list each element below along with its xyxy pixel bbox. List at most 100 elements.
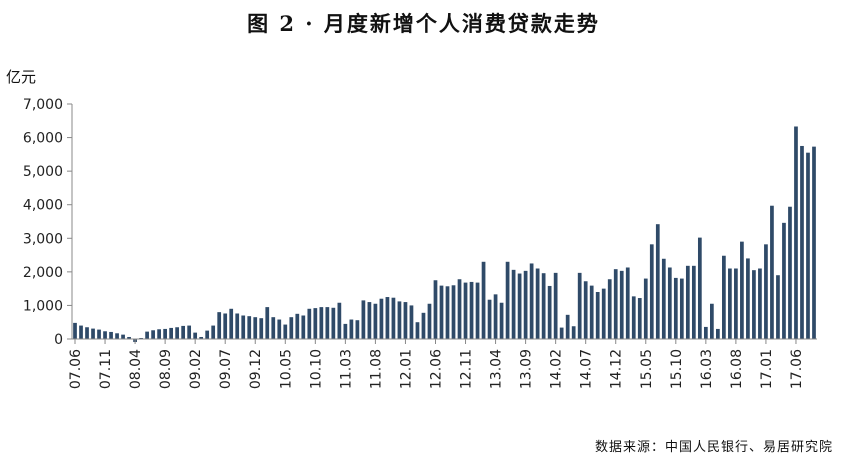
bar	[812, 146, 816, 339]
bar	[469, 281, 474, 339]
bar	[175, 327, 180, 339]
bar	[505, 261, 510, 339]
bar	[349, 319, 354, 339]
bar	[139, 337, 143, 339]
bar	[301, 315, 306, 339]
bar	[716, 328, 720, 339]
bar	[157, 329, 161, 339]
bar	[722, 255, 726, 339]
x-tick-label: 09.12	[248, 349, 264, 389]
chart-title: 图 2 · 月度新增个人消费贷款走势	[247, 11, 600, 36]
bar	[337, 302, 342, 339]
bar	[691, 265, 696, 339]
bar	[409, 305, 414, 339]
x-tick-label: 17.01	[759, 349, 775, 389]
bar	[235, 313, 240, 339]
bar	[433, 280, 438, 339]
y-tick-label: 1,000	[23, 298, 63, 314]
bar	[565, 314, 570, 339]
bar	[91, 328, 95, 339]
bar	[217, 312, 222, 339]
bar	[481, 261, 486, 339]
bar	[73, 322, 77, 339]
bar	[643, 278, 648, 339]
bar	[247, 316, 252, 339]
x-tick-label: 12.06	[428, 349, 444, 389]
x-tick-label: 10.10	[308, 349, 324, 389]
y-axis-unit-label: 亿元	[6, 68, 37, 86]
bar	[571, 326, 576, 339]
bar	[211, 325, 216, 339]
x-tick-label: 16.08	[729, 349, 745, 389]
bar	[601, 288, 606, 339]
bar	[403, 302, 408, 339]
bar	[457, 279, 462, 339]
bar	[637, 298, 642, 339]
bar	[764, 244, 768, 339]
y-tick-label: 5,000	[23, 164, 63, 180]
bar	[673, 277, 678, 339]
x-tick-label: 14.12	[609, 349, 625, 389]
bar	[800, 145, 804, 339]
y-tick-label: 7,000	[23, 97, 63, 113]
y-ticks-group: 0 1,000 2,000 3,000 4,000 5,000 6,000 7,000	[23, 97, 72, 348]
bar	[631, 296, 636, 339]
x-tick-label: 08.09	[158, 349, 174, 389]
x-tick-label: 13.04	[489, 349, 505, 389]
bar	[649, 244, 654, 339]
bar	[734, 268, 738, 339]
bar	[253, 317, 258, 339]
x-tick-label: 09.02	[188, 349, 204, 389]
bar	[259, 318, 264, 339]
bar	[661, 258, 666, 339]
bar	[475, 282, 480, 339]
bar	[205, 330, 210, 339]
bar	[289, 317, 294, 339]
x-tick-label: 15.10	[669, 349, 685, 389]
bar	[415, 322, 420, 339]
bar	[740, 241, 744, 339]
y-tick-label: 3,000	[23, 231, 63, 247]
bar	[553, 272, 558, 339]
bar	[523, 270, 528, 339]
bar	[577, 272, 582, 339]
bar	[499, 302, 504, 339]
bar	[595, 292, 600, 339]
bar	[391, 297, 396, 339]
x-tick-label: 08.04	[128, 349, 144, 389]
x-tick-label: 11.08	[368, 349, 384, 389]
x-tick-label: 11.03	[338, 349, 354, 389]
bar	[241, 315, 246, 339]
bar	[782, 222, 786, 339]
bar	[283, 324, 288, 339]
bar	[625, 267, 630, 339]
x-tick-label: 12.01	[398, 349, 414, 389]
bar	[535, 268, 540, 339]
bar	[427, 303, 432, 339]
bar	[127, 336, 131, 339]
x-tick-label: 07.11	[98, 349, 114, 389]
bar	[709, 303, 714, 339]
x-tick-label: 10.05	[278, 349, 294, 389]
bar	[517, 273, 522, 339]
bar	[421, 312, 426, 339]
bar	[85, 327, 89, 339]
bar	[589, 285, 594, 339]
bar	[325, 307, 330, 339]
data-source-note: 数据来源：中国人民银行、易居研究院	[594, 440, 833, 455]
x-tick-label: 14.02	[549, 349, 565, 389]
bar	[728, 268, 732, 339]
bar	[355, 320, 360, 339]
bar	[463, 282, 468, 339]
bar	[806, 152, 810, 339]
bar	[103, 331, 107, 339]
bar	[151, 330, 155, 339]
bar	[187, 325, 192, 339]
bar	[115, 333, 119, 339]
bar	[493, 294, 498, 339]
bar	[181, 325, 186, 339]
bar	[319, 307, 324, 339]
bar	[451, 285, 456, 339]
x-tick-label: 07.06	[68, 349, 84, 389]
